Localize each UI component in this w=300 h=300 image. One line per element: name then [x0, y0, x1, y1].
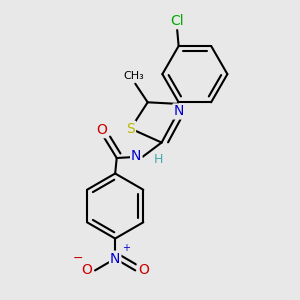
- Text: N: N: [173, 104, 184, 118]
- Text: N: N: [110, 252, 120, 266]
- Text: CH₃: CH₃: [123, 71, 144, 81]
- Text: N: N: [131, 149, 142, 163]
- Text: O: O: [138, 263, 148, 278]
- Text: H: H: [154, 153, 163, 166]
- Text: S: S: [126, 122, 135, 136]
- Text: O: O: [81, 263, 92, 278]
- Text: Cl: Cl: [170, 14, 184, 28]
- Text: −: −: [73, 252, 83, 265]
- Text: +: +: [122, 243, 130, 253]
- Text: O: O: [96, 123, 107, 137]
